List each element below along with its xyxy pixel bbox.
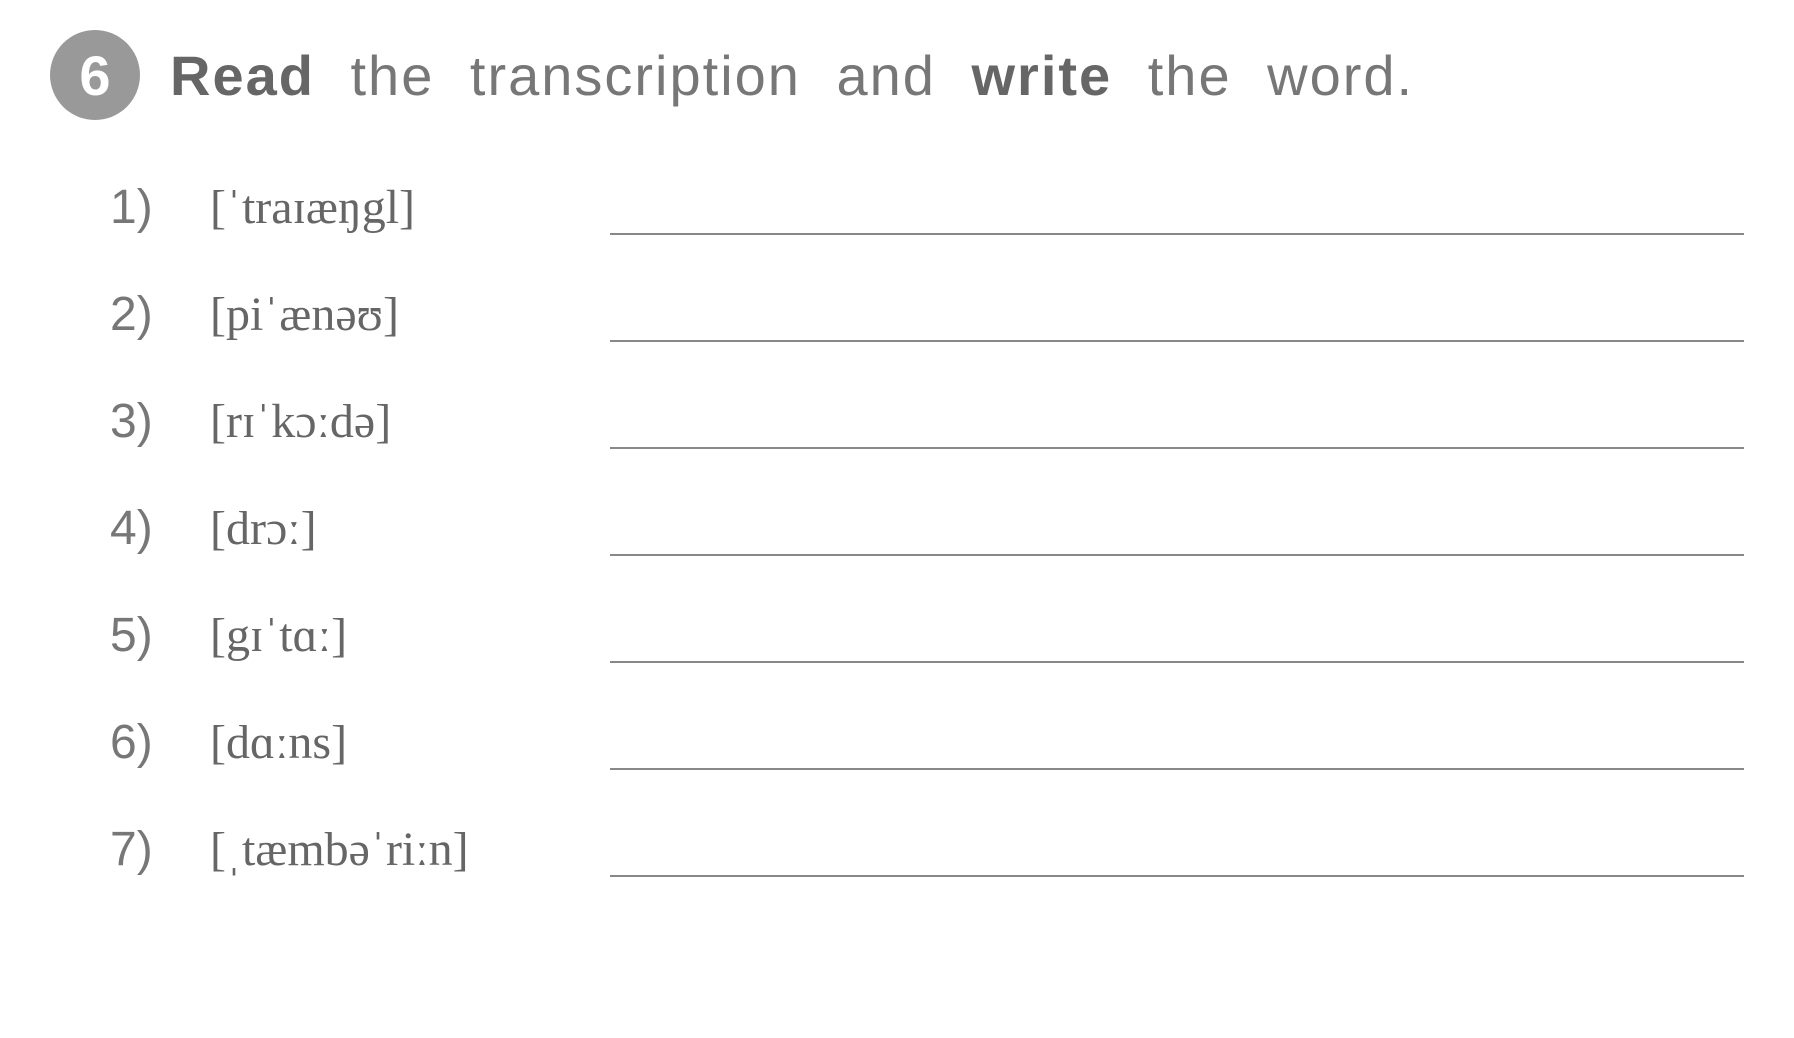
exercise-instruction: Read the transcription and write the wor… — [170, 43, 1414, 108]
item-number: 3) — [110, 394, 180, 449]
answer-blank[interactable] — [610, 722, 1744, 770]
list-item: 4) [drɔː] — [110, 501, 1744, 556]
transcription-text: [ˈtraɪæŋgl] — [210, 180, 560, 235]
list-item: 2) [piˈænəʊ] — [110, 287, 1744, 342]
list-item: 3) [rɪˈkɔːdə] — [110, 394, 1744, 449]
instruction-read: Read — [170, 44, 315, 107]
exercise-header: 6 Read the transcription and write the w… — [50, 30, 1744, 120]
transcription-text: [ˌtæmbəˈriːn] — [210, 822, 560, 877]
instruction-text-2: the word. — [1112, 44, 1414, 107]
transcription-text: [dɑːns] — [210, 715, 560, 770]
item-number: 4) — [110, 501, 180, 556]
list-item: 1) [ˈtraɪæŋgl] — [110, 180, 1744, 235]
exercise-number-badge: 6 — [50, 30, 140, 120]
list-item: 7) [ˌtæmbəˈriːn] — [110, 822, 1744, 877]
transcription-text: [gɪˈtɑː] — [210, 608, 560, 663]
item-number: 7) — [110, 822, 180, 877]
answer-blank[interactable] — [610, 401, 1744, 449]
answer-blank[interactable] — [610, 294, 1744, 342]
answer-blank[interactable] — [610, 829, 1744, 877]
instruction-text-1: the transcription and — [315, 44, 972, 107]
item-number: 5) — [110, 608, 180, 663]
answer-blank[interactable] — [610, 615, 1744, 663]
items-container: 1) [ˈtraɪæŋgl] 2) [piˈænəʊ] 3) [rɪˈkɔːdə… — [50, 180, 1744, 877]
item-number: 6) — [110, 715, 180, 770]
list-item: 6) [dɑːns] — [110, 715, 1744, 770]
transcription-text: [piˈænəʊ] — [210, 287, 560, 342]
exercise-number: 6 — [79, 43, 110, 108]
list-item: 5) [gɪˈtɑː] — [110, 608, 1744, 663]
item-number: 1) — [110, 180, 180, 235]
instruction-write: write — [971, 44, 1112, 107]
answer-blank[interactable] — [610, 508, 1744, 556]
item-number: 2) — [110, 287, 180, 342]
transcription-text: [rɪˈkɔːdə] — [210, 394, 560, 449]
transcription-text: [drɔː] — [210, 501, 560, 556]
answer-blank[interactable] — [610, 187, 1744, 235]
